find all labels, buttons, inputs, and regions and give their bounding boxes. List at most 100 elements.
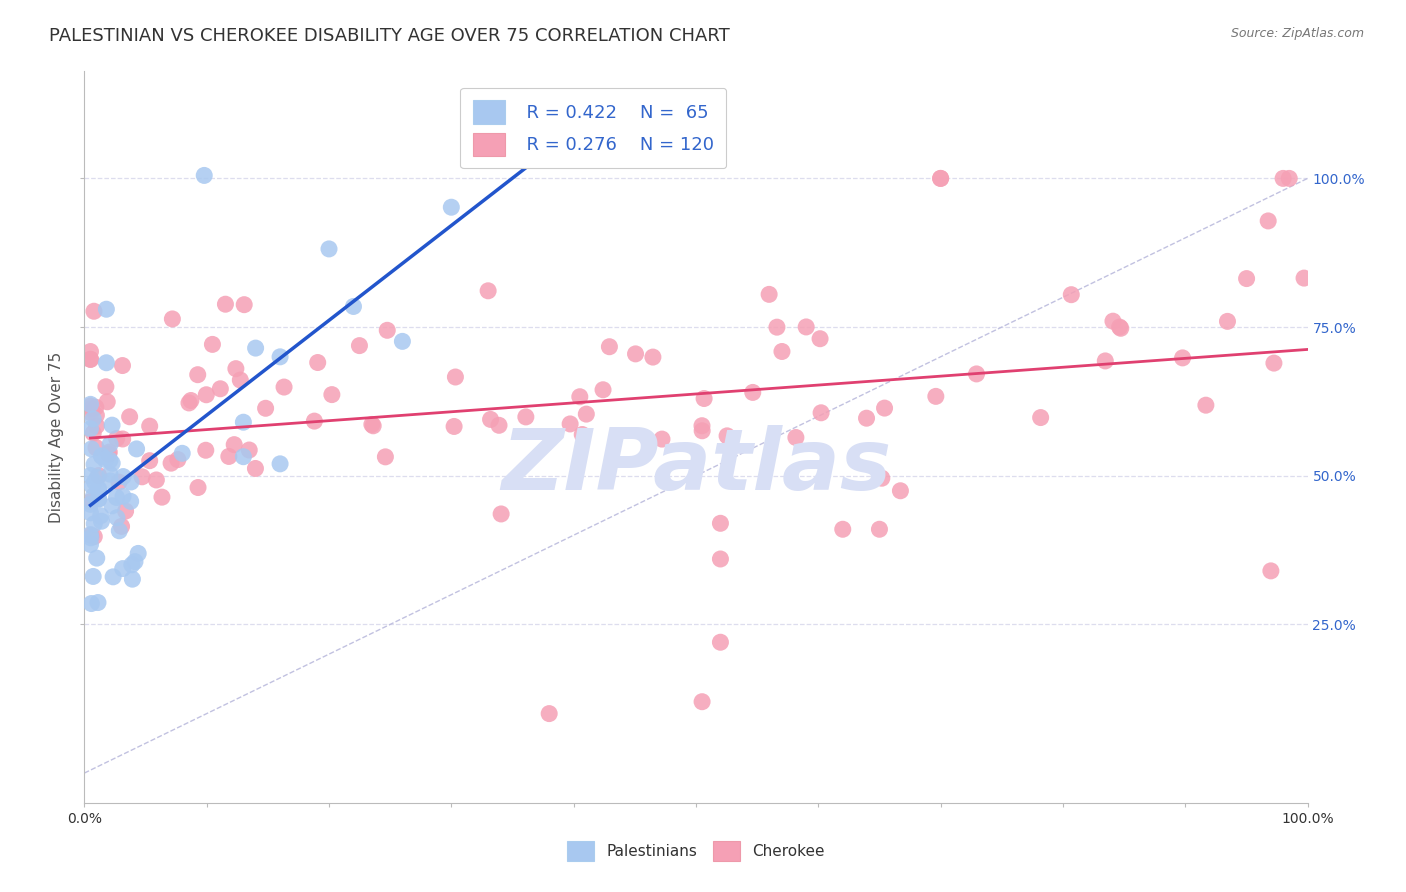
Point xyxy=(1109,321,1132,335)
Point xyxy=(716,429,738,443)
Point xyxy=(84,401,107,415)
Point xyxy=(342,300,364,314)
Point xyxy=(238,443,260,458)
Point xyxy=(1171,351,1194,365)
Point xyxy=(929,171,952,186)
Point xyxy=(124,555,146,569)
Point xyxy=(84,441,107,455)
Point xyxy=(709,552,731,566)
Point xyxy=(1272,171,1295,186)
Point xyxy=(245,461,267,475)
Point xyxy=(121,572,143,586)
Point xyxy=(361,418,384,433)
Text: ZIPatlas: ZIPatlas xyxy=(501,425,891,508)
Point xyxy=(1216,314,1239,328)
Point xyxy=(349,338,371,352)
Legend: Palestinians, Cherokee: Palestinians, Cherokee xyxy=(560,833,832,868)
Point xyxy=(966,367,988,381)
Point xyxy=(83,475,105,489)
Point xyxy=(758,287,780,301)
Point xyxy=(187,481,209,495)
Point xyxy=(87,468,110,483)
Point xyxy=(87,483,110,497)
Point xyxy=(693,392,716,406)
Point xyxy=(808,332,831,346)
Point xyxy=(232,450,254,464)
Point xyxy=(79,397,101,411)
Point xyxy=(321,387,343,401)
Point xyxy=(929,171,952,186)
Point xyxy=(873,401,896,416)
Point xyxy=(83,516,105,531)
Point xyxy=(98,474,121,488)
Point xyxy=(111,359,134,373)
Point xyxy=(318,242,340,256)
Point xyxy=(592,383,614,397)
Point xyxy=(831,522,853,536)
Point xyxy=(96,302,118,317)
Point xyxy=(79,406,101,420)
Point xyxy=(111,432,134,446)
Point xyxy=(307,355,329,369)
Point xyxy=(90,514,112,528)
Y-axis label: Disability Age Over 75: Disability Age Over 75 xyxy=(49,351,65,523)
Point xyxy=(80,528,103,542)
Point xyxy=(193,169,215,183)
Point xyxy=(79,344,101,359)
Point xyxy=(440,200,463,214)
Point xyxy=(224,437,246,451)
Point xyxy=(571,427,593,442)
Point xyxy=(195,388,218,402)
Point xyxy=(488,418,510,433)
Point xyxy=(82,569,104,583)
Point xyxy=(489,507,512,521)
Point xyxy=(489,124,512,138)
Point xyxy=(375,323,398,337)
Point xyxy=(98,437,121,451)
Point xyxy=(225,361,247,376)
Point xyxy=(1260,564,1282,578)
Point xyxy=(269,350,291,364)
Point xyxy=(709,635,731,649)
Point xyxy=(138,453,160,467)
Point xyxy=(304,414,326,428)
Point xyxy=(568,390,591,404)
Point xyxy=(87,595,110,609)
Point xyxy=(87,491,110,506)
Point xyxy=(1108,320,1130,334)
Point xyxy=(869,522,891,536)
Point xyxy=(218,450,240,464)
Point xyxy=(709,516,731,531)
Point xyxy=(145,473,167,487)
Point xyxy=(83,458,105,472)
Point xyxy=(810,406,832,420)
Point xyxy=(86,551,108,566)
Point xyxy=(79,422,101,436)
Point xyxy=(87,482,110,496)
Point xyxy=(477,284,499,298)
Point xyxy=(90,508,112,523)
Point xyxy=(86,419,108,434)
Point xyxy=(83,489,105,503)
Point xyxy=(114,504,136,518)
Point xyxy=(80,597,103,611)
Point xyxy=(82,412,104,426)
Point xyxy=(254,401,277,416)
Point xyxy=(794,320,817,334)
Point xyxy=(127,546,149,560)
Point xyxy=(98,445,121,459)
Point xyxy=(138,419,160,434)
Point xyxy=(79,399,101,413)
Point xyxy=(201,337,224,351)
Point xyxy=(80,401,103,416)
Point xyxy=(172,446,194,460)
Point xyxy=(641,350,664,364)
Point xyxy=(86,470,108,484)
Point xyxy=(766,320,789,334)
Point xyxy=(233,298,256,312)
Point xyxy=(86,409,108,423)
Point xyxy=(232,415,254,429)
Point xyxy=(273,380,295,394)
Point xyxy=(690,695,713,709)
Point xyxy=(741,385,763,400)
